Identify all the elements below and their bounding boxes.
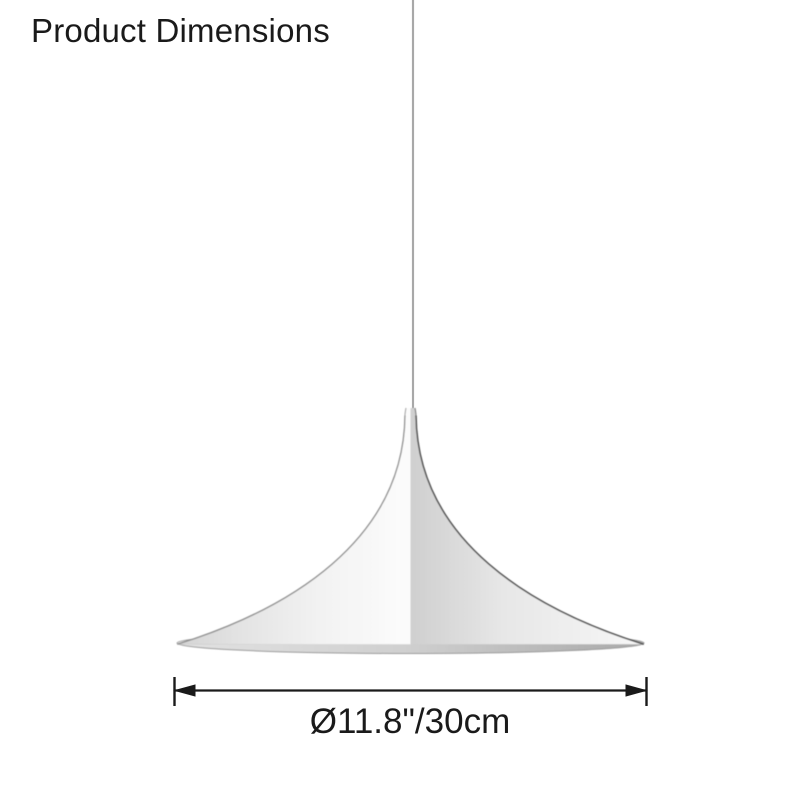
svg-text:Ø11.8"/30cm: Ø11.8"/30cm	[310, 702, 510, 741]
